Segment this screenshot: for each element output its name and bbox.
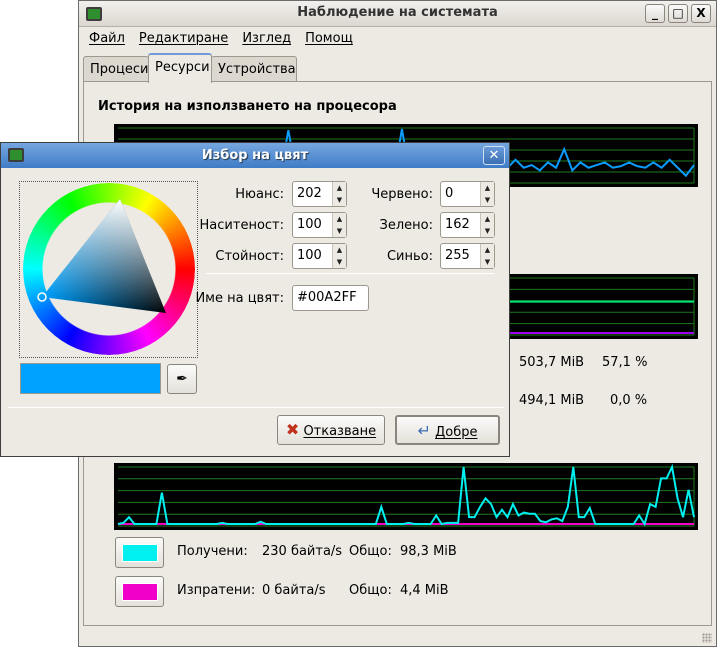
ok-button[interactable]: ↵ Добре	[395, 415, 500, 445]
swap-percent: 0,0 %	[610, 393, 648, 408]
app-icon	[86, 7, 102, 21]
value-spinner[interactable]: 100 ▲ ▼	[292, 243, 347, 269]
blue-label: Синьо:	[386, 249, 433, 264]
spin-arrows-icon[interactable]: ▲ ▼	[332, 244, 346, 268]
blue-value[interactable]: 255	[445, 248, 470, 263]
color-name-input[interactable]: #00A2FF	[292, 285, 369, 311]
cancel-button[interactable]: ✖ Отказване	[277, 415, 385, 445]
sent-color-button[interactable]	[115, 576, 164, 607]
color-picker-dialog: Избор на цвят ✕ ✒ Нюанс: 202 ▲ ▼ Наситенос…	[0, 142, 510, 457]
current-color-swatch	[20, 363, 161, 394]
hue-label: Нюанс:	[235, 187, 284, 202]
minimize-button[interactable]: _	[645, 4, 665, 23]
value-label: Стойност:	[215, 249, 284, 264]
dialog-icon	[8, 148, 24, 162]
sent-rate: 0 байта/s	[262, 583, 326, 598]
memory-used: 503,7 MiB	[519, 355, 585, 370]
eyedropper-button[interactable]: ✒	[167, 364, 197, 394]
saturation-label: Наситеност:	[199, 218, 284, 233]
ok-enter-icon: ↵	[417, 421, 431, 440]
menu-edit[interactable]: Редактиране	[138, 31, 229, 46]
hue-spinner[interactable]: 202 ▲ ▼	[292, 181, 347, 207]
sent-label: Изпратени:	[177, 583, 256, 598]
swap-used: 494,1 MiB	[519, 393, 585, 408]
cancel-x-icon: ✖	[285, 420, 300, 439]
memory-percent: 57,1 %	[602, 355, 648, 370]
tab-processes[interactable]: Процеси	[83, 56, 149, 82]
ok-label: Добре	[435, 425, 478, 440]
hue-value[interactable]: 202	[297, 186, 322, 201]
cancel-label: Отказване	[303, 424, 377, 439]
received-rate: 230 байта/s	[262, 544, 343, 559]
red-label: Червено:	[371, 187, 433, 202]
resize-grip[interactable]	[702, 633, 712, 643]
received-total: 98,3 MiB	[400, 544, 457, 559]
eyedropper-icon: ✒	[176, 371, 188, 387]
separator	[8, 407, 504, 408]
spin-arrows-icon[interactable]: ▲ ▼	[332, 182, 346, 206]
received-label: Получени:	[177, 544, 248, 559]
color-cursor[interactable]	[37, 292, 47, 302]
close-button[interactable]: X	[691, 4, 711, 23]
spin-arrows-icon[interactable]: ▲ ▼	[480, 182, 494, 206]
color-wheel-area[interactable]	[19, 181, 198, 358]
tab-devices[interactable]: Устройства	[211, 56, 297, 82]
network-history-graph	[114, 463, 698, 530]
red-spinner[interactable]: 0 ▲ ▼	[440, 181, 495, 207]
received-series-line	[117, 463, 695, 527]
value-value[interactable]: 100	[297, 248, 322, 263]
green-value[interactable]: 162	[445, 217, 470, 232]
blue-spinner[interactable]: 255 ▲ ▼	[440, 243, 495, 269]
sent-total: 4,4 MiB	[400, 583, 449, 598]
saturation-spinner[interactable]: 100 ▲ ▼	[292, 212, 347, 238]
cpu-section-title: История на използването на процесора	[98, 99, 397, 114]
saturation-value-triangle[interactable]	[20, 182, 199, 359]
received-total-label: Общо:	[349, 544, 392, 559]
received-color-swatch	[122, 544, 158, 562]
spin-arrows-icon[interactable]: ▲ ▼	[332, 213, 346, 237]
received-color-button[interactable]	[115, 537, 164, 568]
saturation-value[interactable]: 100	[297, 217, 322, 232]
menu-view[interactable]: Изглед	[242, 31, 292, 46]
dialog-title: Избор на цвят	[1, 143, 509, 168]
red-value[interactable]: 0	[445, 186, 454, 201]
window-title: Наблюдение на системата	[297, 5, 498, 20]
separator	[206, 273, 494, 274]
tab-resources[interactable]: Ресурси	[148, 53, 212, 83]
spin-arrows-icon[interactable]: ▲ ▼	[480, 244, 494, 268]
memory-history-graph	[484, 274, 698, 339]
menu-help[interactable]: Помощ	[305, 31, 353, 46]
spin-arrows-icon[interactable]: ▲ ▼	[480, 213, 494, 237]
menu-bar: Файл Редактиране Изглед Помощ	[89, 31, 353, 46]
color-name-label: Име на цвят:	[195, 291, 284, 306]
sent-total-label: Общо:	[349, 583, 392, 598]
dialog-close-button[interactable]: ✕	[483, 146, 505, 165]
sent-color-swatch	[122, 583, 158, 601]
maximize-button[interactable]: □	[668, 4, 688, 23]
menu-file[interactable]: Файл	[89, 31, 125, 46]
green-label: Зелено:	[379, 218, 433, 233]
title-bar: Наблюдение на системата _ □ X	[79, 1, 716, 27]
green-spinner[interactable]: 162 ▲ ▼	[440, 212, 495, 238]
